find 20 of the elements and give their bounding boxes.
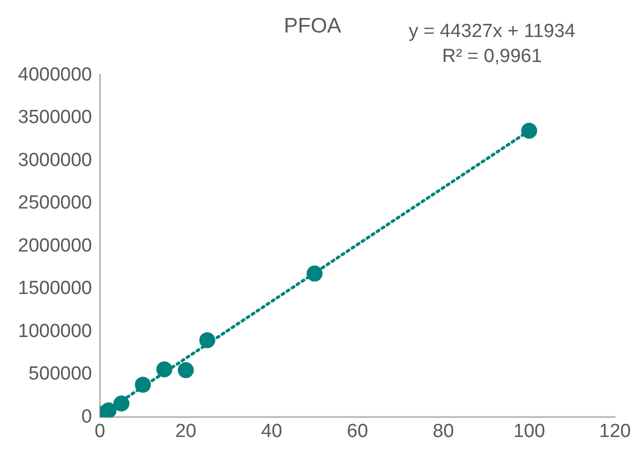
point <box>178 362 194 378</box>
x-tick-label: 0 <box>94 420 106 442</box>
x-tick-label: 20 <box>175 420 196 442</box>
x-tick-label: 60 <box>346 420 368 442</box>
text: R² = 0,9961 <box>442 46 542 68</box>
x-tick-label: 40 <box>261 420 282 442</box>
x-tick-label: 120 <box>599 420 631 442</box>
y-tick-label: 2500000 <box>18 192 92 214</box>
chart-title: PFOA <box>284 14 342 38</box>
text: y = 44327x + 11934 <box>408 21 576 42</box>
x-tick-label: 100 <box>513 420 546 442</box>
y-tick-label: 2000000 <box>18 235 92 256</box>
y-tick-label: 0 <box>81 406 92 428</box>
y-tick-label: 3000000 <box>18 150 92 171</box>
x-tick-label: 80 <box>432 420 454 442</box>
y-tick-label: 1500000 <box>18 278 92 300</box>
y-tick-label: 500000 <box>28 364 92 385</box>
y-tick-label: 3500000 <box>18 107 92 128</box>
y-tick-label: 1000000 <box>18 320 92 342</box>
y-tick-label: 4000000 <box>18 64 92 86</box>
